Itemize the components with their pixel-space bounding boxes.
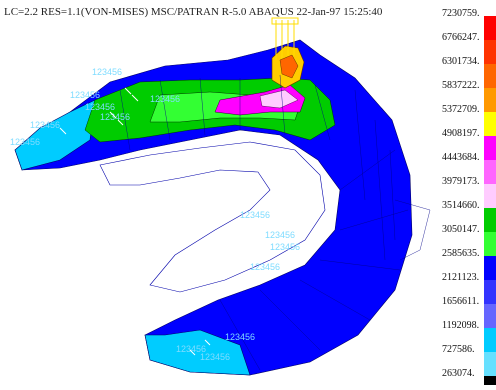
legend-swatch [484,184,496,208]
node-labels: 123456 123456 123456 123456 123456 12345… [10,67,300,362]
node-label: 123456 [265,230,295,240]
legend-value: 4443684. [442,152,480,163]
legend-value: 2585635. [442,248,480,259]
legend-swatch [484,328,496,352]
node-label: 123456 [176,344,206,354]
mesh-wireframe [119,74,431,371]
node-label: 123456 [200,352,230,362]
legend-swatch [484,256,496,280]
mesh-boss-orange [279,54,299,79]
legend-value: 4908197. [442,128,480,139]
legend-swatch [484,304,496,328]
mesh-fringe-bottom [144,329,251,376]
legend-swatch [484,112,496,136]
legend-swatch [484,352,496,376]
legend-value: 1656611. [442,296,480,307]
mesh-inner-gap [99,141,326,293]
legend-swatch [484,88,496,112]
legend-value: 2121123. [442,272,480,283]
node-label: 123456 [70,90,100,100]
legend-value: 5372709. [442,104,480,115]
node-label: 123456 [150,94,180,104]
node-label: 123456 [240,210,270,220]
legend-swatch [484,64,496,88]
node-label: 123456 [270,242,300,252]
legend-value: 6301734. [442,56,480,67]
legend-value: 6766247. [442,32,480,43]
legend-swatch [484,40,496,64]
node-label: 123456 [225,332,255,342]
boundary-constraint-top [271,17,299,60]
node-label: 123456 [10,137,40,147]
node-label: 123456 [85,102,115,112]
legend-value: 5837222. [442,80,480,91]
node-label: 123456 [30,120,60,130]
legend-value: 1192098. [442,320,480,331]
plot-title: LC=2.2 RES=1.1(VON-MISES) MSC/PATRAN R-5… [4,6,383,18]
legend-swatch [484,136,496,160]
legend-swatch [484,208,496,232]
fem-mesh: 123456 123456 123456 123456 123456 12345… [10,17,431,376]
legend-swatch [484,376,496,385]
legend-swatch [484,280,496,304]
legend-value: 727586. [442,344,475,355]
mesh-pink-zone [259,89,299,109]
legend-value: 263074. [442,368,475,379]
legend-swatch [484,232,496,256]
legend: 7230759. 6766247. 6301734. 5837222. 5372… [440,8,496,385]
node-label: 123456 [250,262,280,272]
legend-swatch [484,160,496,184]
node-label: 123456 [92,67,122,77]
fem-viewport[interactable]: 123456 123456 123456 123456 123456 12345… [0,0,440,385]
legend-value: 7230759. [442,8,480,19]
legend-value: 3050147. [442,224,480,235]
legend-value: 3514660. [442,200,480,211]
legend-value: 3979173. [442,176,480,187]
node-markers [59,87,264,356]
legend-swatch [484,16,496,40]
